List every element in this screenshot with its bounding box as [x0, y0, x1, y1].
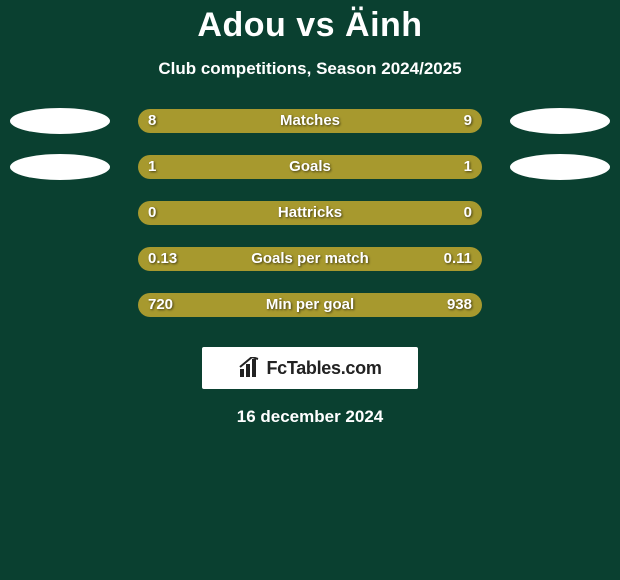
- stat-bar-track: [138, 201, 482, 225]
- player-a-name: Adou: [197, 6, 286, 44]
- date-label: 16 december 2024: [0, 407, 620, 427]
- player-a-marker: [10, 108, 110, 134]
- stat-value-right: 0.11: [444, 247, 472, 271]
- stat-bar-left: [138, 109, 300, 133]
- bar-chart-icon: [238, 357, 262, 379]
- stat-value-right: 1: [464, 155, 472, 179]
- stat-rows: Matches89Goals11Hattricks00Goals per mat…: [0, 109, 620, 339]
- stat-value-left: 0.13: [148, 247, 177, 271]
- logo: FcTables.com: [238, 357, 381, 379]
- stat-bar-track: [138, 155, 482, 179]
- subtitle: Club competitions, Season 2024/2025: [0, 59, 620, 79]
- stat-value-left: 8: [148, 109, 156, 133]
- stat-bar-track: [138, 293, 482, 317]
- vs-label: vs: [296, 6, 335, 44]
- stat-value-left: 720: [148, 293, 173, 317]
- stat-value-right: 9: [464, 109, 472, 133]
- page-title: Adou vs Äinh: [0, 0, 620, 45]
- stat-row: Min per goal720938: [0, 293, 620, 339]
- player-b-marker: [510, 154, 610, 180]
- player-b-name: Äinh: [345, 6, 423, 44]
- logo-box: FcTables.com: [202, 347, 418, 389]
- stat-row: Goals per match0.130.11: [0, 247, 620, 293]
- stat-row: Hattricks00: [0, 201, 620, 247]
- comparison-infographic: Adou vs Äinh Club competitions, Season 2…: [0, 0, 620, 580]
- stat-bar-track: [138, 109, 482, 133]
- stat-bar-right: [310, 201, 482, 225]
- stat-value-right: 0: [464, 201, 472, 225]
- stat-bar-right: [300, 109, 482, 133]
- stat-bar-right: [310, 155, 482, 179]
- stat-value-right: 938: [447, 293, 472, 317]
- logo-text: FcTables.com: [266, 358, 381, 379]
- stat-bar-left: [138, 155, 310, 179]
- stat-value-left: 1: [148, 155, 156, 179]
- stat-row: Matches89: [0, 109, 620, 155]
- stat-row: Goals11: [0, 155, 620, 201]
- player-a-marker: [10, 154, 110, 180]
- player-b-marker: [510, 108, 610, 134]
- stat-value-left: 0: [148, 201, 156, 225]
- stat-bar-track: [138, 247, 482, 271]
- stat-bar-left: [138, 201, 310, 225]
